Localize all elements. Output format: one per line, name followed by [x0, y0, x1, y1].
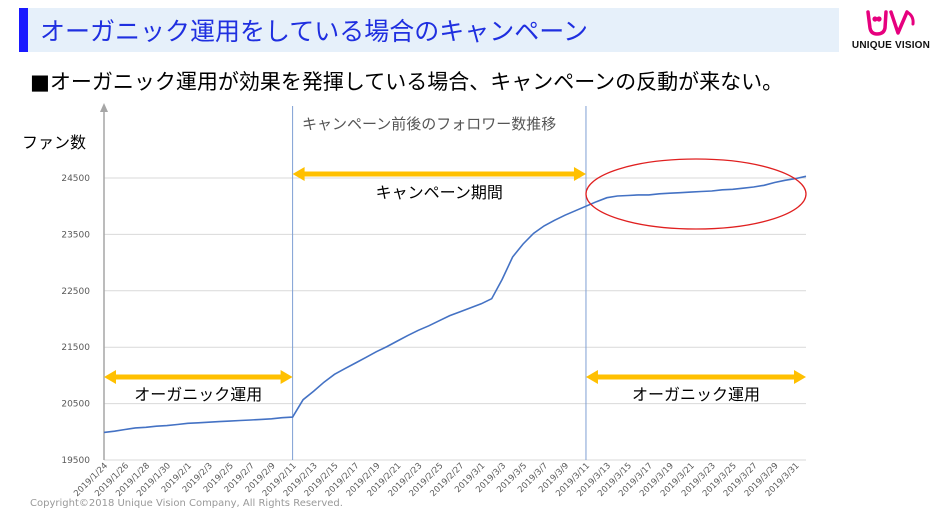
organic-left-label: オーガニック運用 [134, 385, 262, 404]
campaign-period-label: キャンペーン期間 [376, 183, 503, 202]
y-tick-label: 21500 [61, 343, 90, 353]
organic-left-arrow-right-head-icon [280, 370, 293, 384]
organic-right-arrow-left-head-icon [585, 370, 598, 384]
y-tick-label: 19500 [61, 456, 90, 466]
highlight-ellipse [585, 158, 807, 230]
campaign-arrow-left-head-icon [292, 167, 305, 181]
organic-left-arrow-left-head-icon [104, 370, 116, 384]
y-tick-label: 24500 [61, 174, 90, 184]
y-tick-label: 23500 [61, 230, 90, 240]
y-axis-label: ファン数 [22, 133, 87, 152]
series-line [103, 175, 807, 434]
title-bar [19, 8, 839, 52]
logo-text: UNIQUE VISION [851, 40, 931, 51]
title-accent-bar [19, 8, 28, 52]
y-tick-label: 22500 [61, 287, 90, 297]
subtitle: ■オーガニック運用が効果を発揮している場合、キャンペーンの反動が来ない。 [30, 70, 784, 94]
chart-title: キャンペーン前後のフォロワー数推移 [302, 115, 557, 133]
organic-right-label: オーガニック運用 [632, 385, 760, 404]
y-tick-label: 20500 [61, 400, 90, 410]
copyright-footer: Copyright©2018 Unique Vision Company, Al… [30, 498, 343, 509]
y-axis-arrow-icon [100, 103, 108, 112]
campaign-arrow-right-head-icon [573, 167, 586, 181]
organic-right-arrow-right-head-icon [794, 370, 806, 384]
page-title: オーガニック運用をしている場合のキャンペーン [40, 17, 589, 46]
unique-vision-logo: UNIQUE VISION [846, 6, 936, 56]
logo-mark-icon [866, 10, 915, 36]
